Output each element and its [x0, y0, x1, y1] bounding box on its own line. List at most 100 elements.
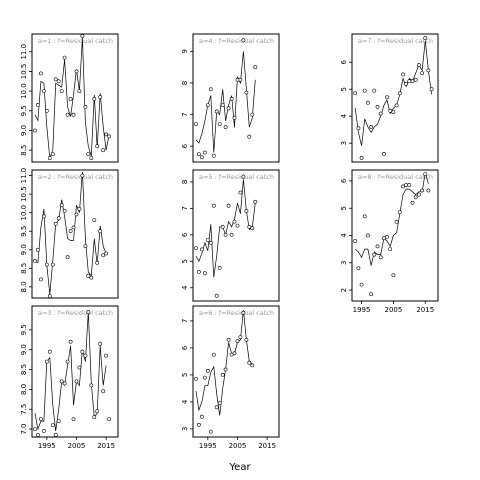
panel-a2-point-14 — [74, 212, 79, 217]
panel-a1-point-6 — [50, 152, 55, 157]
panel-a7-point-5 — [369, 125, 374, 129]
panel-a5-point-2 — [199, 247, 204, 252]
panel-a2-point-24 — [104, 251, 109, 256]
panel-a2-ytick-label-3: 9.5 — [20, 226, 28, 237]
panel-a5-ytick-label-4: 8 — [181, 180, 189, 184]
panel-a7-point-24 — [429, 87, 434, 92]
panel-a2-ytick-label-5: 10.5 — [20, 186, 28, 202]
panel-a5-point-20 — [253, 199, 258, 204]
panel-a1-point-7 — [53, 77, 58, 82]
panel-a3-ytick-label-3: 8.5 — [20, 364, 28, 375]
panel-a5: a=5 : f=Residual catch 4 5 6 7 8 — [181, 169, 280, 302]
panel-a1-point-25 — [107, 134, 112, 139]
panel-a4-ytick-label-3: 9 — [181, 49, 189, 53]
panel-a2-frame — [31, 169, 119, 299]
panel-a4: a=4 : f=Residual catch 6 7 8 9 — [181, 33, 280, 163]
panel-a3-point-13 — [71, 417, 76, 422]
panel-a2-point-11 — [65, 255, 70, 260]
panel-a1-point-10 — [62, 55, 67, 60]
panel-a7-point-12 — [391, 110, 396, 115]
panel-a4-point-6 — [211, 153, 216, 158]
panel-a4-ytick-label-1: 7 — [181, 112, 189, 116]
panel-a7-point-1 — [356, 126, 361, 131]
panel-a8-frame — [351, 169, 439, 302]
panel-a6-frame — [192, 305, 280, 438]
panel-a1-point-14 — [74, 69, 79, 74]
panel-a8-point-4 — [365, 233, 370, 238]
panel-a7-point-9 — [381, 151, 386, 156]
panel-a7-ytick-label-0: 3 — [340, 141, 348, 145]
panel-a2-point-19 — [89, 275, 94, 280]
panel-a6-point-7 — [214, 405, 219, 410]
panel-a5-point-6 — [211, 203, 216, 208]
panel-a7-point-22 — [423, 36, 428, 40]
panel-a1-point-17 — [83, 105, 88, 109]
panel-a5-ytick-label-0: 4 — [181, 285, 189, 290]
panel-a5-point-11 — [226, 203, 231, 208]
panel-a2-point-16 — [80, 173, 85, 178]
panel-a7-point-2 — [359, 156, 364, 160]
panel-a1-point-19 — [89, 156, 94, 161]
panel-a5-ytick-label-3: 7 — [181, 206, 189, 210]
panel-a3: a=3 : f=Residual catch 7.0 7.5 8.0 8.5 9.0 9.5… — [20, 305, 119, 450]
panel-a8-point-21 — [420, 188, 425, 193]
panel-a5-point-10 — [223, 232, 228, 237]
panel-a2-ytick-label-1: 8.5 — [20, 263, 28, 274]
panel-a6-xtick-label-0: 1995 — [199, 442, 217, 450]
panel-a8-point-13 — [394, 219, 399, 224]
panel-a2-point-17 — [83, 244, 88, 249]
panel-a2-point-5 — [47, 294, 52, 299]
panel-a4-ytick-label-0: 6 — [181, 143, 189, 148]
panel-a1-ytick-label-0: 8.5 — [20, 145, 28, 156]
panel-a6-point-16 — [241, 310, 246, 315]
panel-a1-frame — [31, 33, 119, 163]
panel-a6-point-1 — [196, 422, 201, 427]
panel-a7-point-14 — [397, 91, 402, 96]
panel-a5-point-19 — [250, 226, 255, 231]
panel-a8-ytick-label-1: 3 — [340, 261, 348, 265]
panel-a2-point-15 — [77, 207, 82, 211]
panel-a4-frame — [192, 33, 280, 163]
panel-a4-point-11 — [226, 106, 231, 111]
panel-a2-point-3 — [42, 214, 46, 219]
panel-a8-fitted-line — [354, 172, 429, 266]
panel-a6-point-5 — [208, 429, 213, 434]
panel-a6-point-6 — [211, 352, 216, 357]
panel-a5-label: a=5 : f=Residual catch — [199, 173, 274, 181]
panel-a7-fitted-line — [354, 40, 432, 146]
panel-a1-point-5 — [47, 156, 52, 161]
panel-a3-point-25 — [107, 417, 112, 422]
panel-a8-point-11 — [388, 247, 393, 252]
panel-a2-point-6 — [50, 262, 55, 267]
panel-a1-point-2 — [39, 71, 43, 76]
panel-a4-point-1 — [196, 152, 201, 157]
panel-a6-point-18 — [247, 360, 252, 365]
panel-a3-point-4 — [44, 359, 49, 364]
panel-a3-point-8 — [56, 419, 61, 424]
panel-a5-point-12 — [229, 232, 234, 237]
panel-a5-point-9 — [220, 224, 225, 229]
panel-a6: a=6 : f=Residual catch 3 4 5 6 7 1995 2005 2015 — [181, 305, 280, 450]
panel-a5-ytick-label-2: 6 — [181, 232, 189, 237]
panel-a3-point-24 — [104, 353, 109, 358]
panel-a7-point-15 — [401, 72, 405, 77]
panel-a2-point-20 — [92, 218, 97, 223]
panel-a4-point-10 — [223, 125, 228, 130]
panel-a4-point-0 — [194, 122, 198, 127]
panel-a7-point-17 — [407, 79, 412, 84]
panel-a7-point-16 — [404, 82, 409, 86]
panel-a2-point-0 — [33, 258, 37, 263]
panel-a7-point-0 — [353, 91, 358, 96]
panel-a3-point-21 — [95, 409, 100, 414]
panel-a7-point-20 — [416, 63, 421, 67]
panel-a1-point-18 — [86, 152, 91, 157]
panel-a3-point-22 — [98, 341, 103, 346]
panel-a7-point-13 — [394, 103, 399, 108]
panel-a8-ytick-label-3: 5 — [340, 206, 348, 210]
panel-a4-label: a=4 : f=Residual catch — [199, 37, 274, 45]
panel-a8-point-19 — [413, 195, 418, 200]
panel-a2-point-9 — [59, 203, 64, 208]
panel-a7-point-21 — [420, 71, 425, 76]
panel-a5-point-1 — [196, 269, 201, 274]
